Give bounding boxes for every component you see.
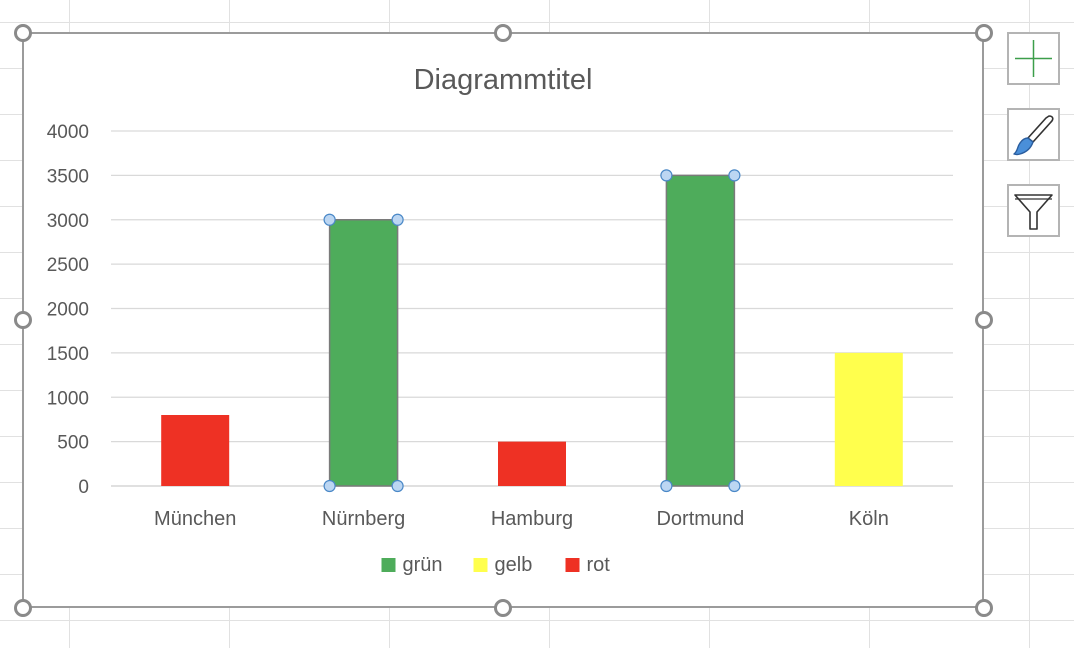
chart-plot: Diagrammtitel 0 500 1000 1500 2000 2500 3000 35… [47, 64, 953, 576]
resize-handle-bottom-left[interactable] [14, 599, 32, 617]
bar-nürnberg[interactable] [328, 219, 399, 487]
chart-title[interactable]: Diagrammtitel [414, 64, 593, 96]
resize-handle-left[interactable] [14, 311, 32, 329]
bar-selection-handle[interactable] [660, 169, 673, 182]
bar-hamburg[interactable] [498, 441, 566, 486]
resize-handle-right[interactable] [975, 311, 993, 329]
bar-münchen[interactable] [161, 415, 230, 486]
bar-selection-handle[interactable] [323, 479, 336, 493]
x-tick-label: Nürnberg [322, 508, 405, 530]
legend-label: grün [403, 554, 443, 576]
y-tick-label: 1500 [47, 344, 89, 365]
bar-selection-handle[interactable] [391, 479, 404, 493]
y-tick-label: 500 [57, 433, 89, 454]
filter-icon [1014, 194, 1053, 230]
bar-selection-handle[interactable] [728, 169, 741, 182]
y-tick-label: 2000 [47, 300, 89, 321]
bar-selection-handle[interactable] [728, 479, 741, 493]
y-tick-label: 3500 [47, 166, 89, 187]
bar-selection-handle[interactable] [660, 479, 673, 493]
bar-köln[interactable] [834, 352, 903, 486]
x-tick-label: Köln [849, 508, 889, 530]
resize-handle-top[interactable] [494, 24, 512, 42]
resize-handle-bottom[interactable] [494, 599, 512, 617]
y-tick-label: 4000 [47, 122, 89, 143]
legend-item-rot[interactable]: rot [565, 554, 611, 576]
chart-elements-button[interactable] [1007, 32, 1060, 85]
paintbrush-icon [1013, 115, 1054, 156]
chart-filters-button[interactable] [1007, 184, 1060, 237]
y-tick-label: 0 [78, 477, 89, 498]
legend-label: rot [587, 554, 611, 576]
y-tick-label: 1000 [47, 388, 89, 409]
x-tick-label: München [154, 508, 236, 530]
x-tick-label: Hamburg [491, 508, 573, 530]
bar-selection-handle[interactable] [323, 213, 336, 226]
resize-handle-top-right[interactable] [975, 24, 993, 42]
x-tick-label: Dortmund [656, 508, 744, 530]
chart-area[interactable]: Diagrammtitel 0 500 1000 1500 2000 2500 3000 35… [22, 32, 984, 608]
legend-label: gelb [495, 554, 533, 576]
resize-handle-top-left[interactable] [14, 24, 32, 42]
legend-item-gelb[interactable]: gelb [473, 554, 533, 576]
y-tick-label: 3000 [47, 211, 89, 232]
bar-dortmund[interactable] [665, 174, 736, 487]
legend-swatch [565, 558, 580, 572]
resize-handle-bottom-right[interactable] [975, 599, 993, 617]
y-tick-label: 2500 [47, 255, 89, 276]
plus-icon [1015, 40, 1052, 77]
legend-swatch [473, 558, 488, 572]
legend-item-grün[interactable]: grün [381, 554, 443, 576]
bar-selection-handle[interactable] [391, 213, 404, 226]
legend-swatch [381, 558, 396, 572]
chart-styles-button[interactable] [1007, 108, 1060, 161]
